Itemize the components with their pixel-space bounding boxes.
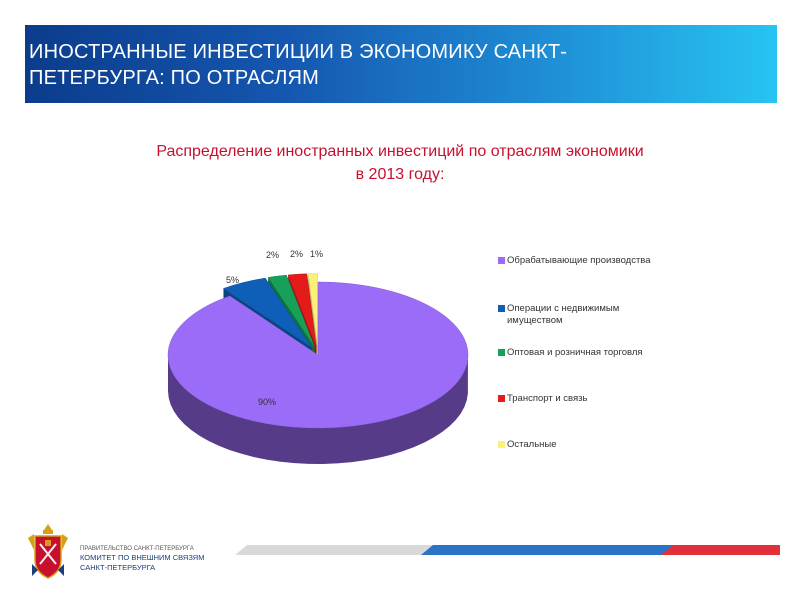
slide-title-line1: ИНОСТРАННЫЕ ИНВЕСТИЦИИ В ЭКОНОМИКУ САНКТ… <box>29 41 568 63</box>
legend-label-4: Остальные <box>507 439 557 450</box>
legend-swatch-2 <box>498 349 505 356</box>
legend-swatch-4 <box>498 441 505 448</box>
footer-bar-blue <box>421 545 675 555</box>
legend-swatch-0 <box>498 257 505 264</box>
data-label-2: 2% <box>266 250 279 260</box>
footer-accent-bars <box>235 545 780 555</box>
org-line1: ПРАВИТЕЛЬСТВО САНКТ-ПЕТЕРБУРГА <box>80 546 194 552</box>
slide-title: ИНОСТРАННЫЕ ИНВЕСТИЦИИ В ЭКОНОМИКУ САНКТ… <box>29 39 729 91</box>
footer-bar-gray <box>235 545 435 555</box>
data-label-3: 2% <box>290 249 303 259</box>
pie-slice-top-3 <box>287 273 317 347</box>
legend-label-3: Транспорт и связь <box>507 393 588 404</box>
chart-title: Распределение иностранных инвестиций по … <box>90 140 710 186</box>
coat-of-arms-icon <box>28 524 68 579</box>
slide-header: ИНОСТРАННЫЕ ИНВЕСТИЦИИ В ЭКОНОМИКУ САНКТ… <box>25 25 777 103</box>
pie-slice-side-0 <box>168 355 468 464</box>
org-line2: КОМИТЕТ ПО ВНЕШНИМ СВЯЗЯМ <box>80 553 205 562</box>
pie-slice-top-4 <box>307 273 318 347</box>
pie-slice-top-1 <box>222 277 312 348</box>
slide-title-line2: ПЕТЕРБУРГА: ПО ОТРАСЛЯМ <box>29 67 320 89</box>
pie-slice-top-0 <box>167 281 469 429</box>
chart-title-line1: Распределение иностранных инвестиций по … <box>156 143 644 160</box>
org-line3: САНКТ-ПЕТЕРБУРГА <box>80 563 156 572</box>
pie-slice-0 <box>168 355 468 464</box>
organization-name: ПРАВИТЕЛЬСТВО САНКТ-ПЕТЕРБУРГА КОМИТЕТ П… <box>80 545 240 573</box>
pie-slice-top-2 <box>267 274 315 348</box>
data-label-0: 90% <box>258 397 276 407</box>
data-label-4: 1% <box>310 249 323 259</box>
data-label-1: 5% <box>226 275 239 285</box>
legend-swatch-1 <box>498 305 505 312</box>
footer-bar-red <box>661 545 780 555</box>
legend-swatch-3 <box>498 395 505 402</box>
legend-label-0: Обрабатывающие производства <box>507 255 651 266</box>
legend-label-1: Операции с недвижимым имуществом <box>507 303 620 326</box>
legend-label-2: Оптовая и розничная торговля <box>507 347 643 358</box>
chart-title-line2: в 2013 году: <box>355 166 445 183</box>
